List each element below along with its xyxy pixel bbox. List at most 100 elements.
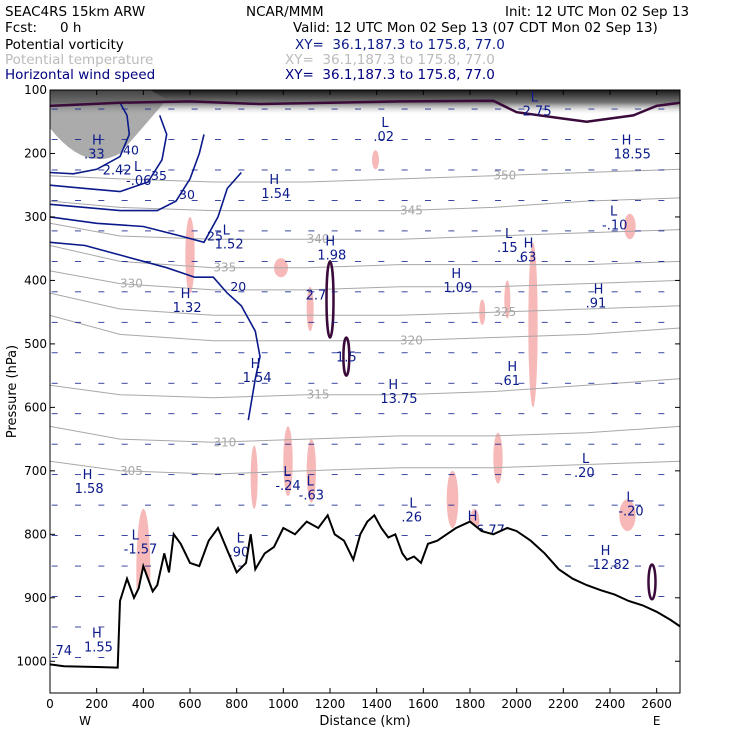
extremum-marker-10: H: [251, 357, 261, 372]
wind-label-25: 25: [207, 228, 223, 243]
rh-region-6: [624, 213, 636, 240]
west-end-label: W: [79, 714, 91, 728]
y-tick-label-500: 500: [24, 337, 47, 351]
wind-contour-20: [50, 241, 261, 421]
theta-label-320: 320: [400, 334, 423, 348]
extremum-value-19: .61: [499, 374, 520, 389]
pv-contour-0: [50, 99, 680, 123]
wind-label-20: 20: [230, 279, 246, 294]
extremum-value-30: .90: [229, 546, 250, 561]
x-tick-label-400: 400: [132, 697, 155, 711]
wind-contour-25: [50, 171, 242, 244]
pv-loop-2: [647, 563, 657, 601]
extremum-value-25: -.63: [299, 488, 324, 503]
field-xsec-theta: XY= 36.1,187.3 to 175.8, 77.0: [285, 52, 495, 68]
pv-loop-1: [342, 336, 351, 377]
field-xsec-pv: XY= 36.1,187.3 to 175.8, 77.0: [295, 37, 505, 53]
extremum-marker-22: H: [601, 544, 611, 559]
theta-contour-335: [50, 245, 680, 269]
extremum-value-14: .63: [516, 250, 537, 265]
x-tick-label-2200: 2200: [548, 697, 579, 711]
extremum-marker-31: H: [92, 627, 102, 642]
theta-label-305: 305: [120, 464, 143, 478]
y-tick-label-700: 700: [24, 464, 47, 478]
extremum-value-24: -.24: [275, 479, 300, 494]
extremum-value-21: -.20: [618, 504, 643, 519]
terrain-line: [50, 513, 680, 669]
jet-core-shading: [50, 90, 167, 160]
theta-label-335: 335: [213, 261, 236, 275]
extremum-marker-25: L: [307, 474, 315, 489]
theta-label-330: 330: [120, 277, 143, 291]
rh-region-2: [306, 286, 314, 332]
y-tick-label-1000: 1000: [16, 654, 47, 668]
x-tick-label-1200: 1200: [315, 697, 346, 711]
x-tick-label-1800: 1800: [455, 697, 486, 711]
extremum-marker-16: L: [531, 90, 539, 105]
rh-region-3: [372, 150, 379, 170]
rh-region-14: [250, 445, 258, 509]
extremum-value-7: 2.7: [306, 288, 327, 303]
x-tick-label-200: 200: [85, 697, 108, 711]
theta-label-325: 325: [493, 305, 516, 319]
theta-contour-345: [50, 197, 680, 212]
init-time: Init: 12 UTC Mon 02 Sep 13: [505, 4, 690, 20]
extremum-marker-17: H: [622, 134, 632, 149]
x-tick-label-1600: 1600: [408, 697, 439, 711]
extremum-value-3: 1.32: [173, 301, 202, 316]
y-tick-label-200: 200: [24, 146, 47, 160]
wind-contour-35: [50, 115, 168, 193]
extremum-value-31: 1.55: [84, 641, 113, 656]
wind-contour-40: [50, 102, 131, 175]
model-title: SEAC4RS 15km ARW: [5, 4, 146, 20]
extremum-marker-12: H: [451, 267, 461, 282]
rh-region-5: [528, 242, 538, 408]
plot-area: 305 310 315 320 325 330 335 340 345 350 20 25 30 35 40…: [50, 90, 680, 693]
extremum-marker-4: L: [223, 224, 231, 239]
rh-region-7: [504, 280, 511, 319]
y-tick-label-300: 300: [24, 210, 47, 224]
fcst-value: 0 h: [60, 20, 82, 36]
y-tick-label-800: 800: [24, 527, 47, 541]
extremum-value-6: 1.98: [317, 248, 346, 263]
theta-label-340: 340: [307, 232, 330, 246]
rh-region-12: [619, 499, 636, 532]
extremum-value-12: 1.09: [443, 281, 472, 296]
extremum-value-0: .33: [84, 148, 105, 163]
extremum-value-23: 1.58: [75, 482, 104, 497]
field-name-pv: Potential vorticity: [5, 37, 124, 53]
theta-contour-350: [50, 168, 680, 183]
extremum-value-8: .02: [373, 130, 394, 145]
theta-contour-305: [50, 460, 680, 475]
extremum-marker-11: H: [388, 378, 398, 393]
extremum-value-29: -1.57: [124, 542, 158, 557]
extremum-value-18: -.10: [602, 219, 627, 234]
org-label: NCAR/MMM: [246, 4, 324, 20]
fcst-label: Fcst:: [5, 20, 38, 36]
extremum-value-10: 1.54: [243, 371, 272, 386]
east-end-label: E: [653, 714, 661, 728]
x-axis-label: Distance (km): [319, 714, 410, 729]
extremum-marker-26: L: [409, 497, 417, 512]
extremum-value-2: -.06: [126, 174, 151, 189]
extremum-marker-13: L: [505, 227, 513, 242]
extremum-value-11: 13.75: [380, 392, 417, 407]
valid-time: Valid: 12 UTC Mon 02 Sep 13 (07 CDT Mon …: [293, 20, 658, 36]
extremum-marker-6: H: [325, 234, 335, 249]
extremum-value-32: .74: [51, 644, 72, 659]
x-tick-label-2600: 2600: [641, 697, 672, 711]
extremum-value-16: 2.75: [523, 104, 552, 119]
x-tick-label-2400: 2400: [595, 697, 626, 711]
y-tick-label-900: 900: [24, 591, 47, 605]
extremum-marker-23: H: [83, 468, 93, 483]
y-axis-label: Pressure (hPa): [5, 345, 20, 438]
x-tick-label-600: 600: [179, 697, 202, 711]
theta-contour-320: [50, 314, 680, 342]
pv-loop-0: [325, 260, 335, 339]
extremum-value-17: 18.55: [614, 148, 651, 163]
extremum-marker-3: H: [181, 287, 191, 302]
rh-region-0: [185, 216, 195, 294]
field-name-wind: Horizontal wind speed: [5, 67, 156, 83]
theta-contour-315: [50, 378, 680, 399]
